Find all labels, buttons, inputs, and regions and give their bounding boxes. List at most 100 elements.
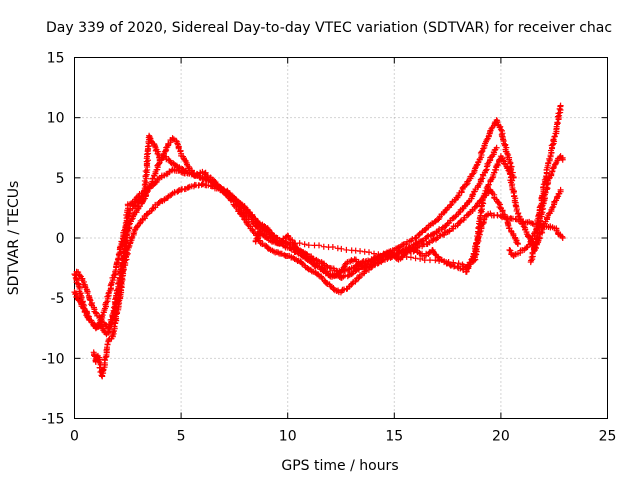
data-point — [270, 248, 277, 255]
data-point — [494, 212, 501, 219]
data-point — [119, 275, 126, 282]
data-point — [554, 119, 561, 126]
data-point — [484, 160, 491, 167]
data-point — [128, 235, 135, 242]
data-point — [395, 249, 402, 256]
data-point — [450, 259, 457, 266]
data-point — [308, 268, 315, 275]
data-point — [316, 242, 323, 249]
data-point — [471, 257, 478, 264]
data-point — [513, 239, 520, 246]
data-point — [544, 185, 551, 192]
data-point — [117, 243, 124, 250]
data-point — [421, 257, 428, 264]
data-point — [152, 170, 159, 177]
data-point — [287, 239, 294, 246]
data-point — [305, 242, 312, 249]
data-point — [544, 164, 551, 171]
data-point — [96, 313, 103, 320]
data-point — [174, 140, 181, 147]
data-point — [75, 269, 82, 276]
data-point — [436, 257, 443, 264]
data-point — [154, 150, 161, 157]
data-point — [409, 236, 416, 243]
data-point — [553, 193, 560, 200]
data-point — [81, 281, 88, 288]
data-point — [279, 237, 286, 244]
y-tick-label: -15 — [42, 412, 65, 428]
data-point — [442, 229, 449, 236]
data-point — [417, 255, 424, 262]
data-point — [463, 181, 470, 188]
data-point — [185, 184, 192, 191]
data-point — [173, 137, 180, 144]
data-point — [113, 260, 120, 267]
data-point — [146, 134, 153, 141]
data-point — [507, 171, 514, 178]
data-point — [487, 154, 494, 161]
data-point — [154, 176, 161, 183]
data-point — [211, 177, 218, 184]
data-point — [275, 249, 282, 256]
data-point — [111, 323, 118, 330]
data-series — [90, 132, 564, 380]
data-point — [487, 177, 494, 184]
data-point — [88, 301, 95, 308]
data-point — [398, 254, 405, 261]
data-point — [175, 188, 182, 195]
data-point — [329, 243, 336, 250]
data-point — [273, 235, 280, 242]
data-point — [98, 318, 105, 325]
data-point — [483, 137, 490, 144]
data-point — [478, 148, 485, 155]
data-point — [103, 299, 110, 306]
data-point — [146, 184, 153, 191]
data-point — [323, 262, 330, 269]
data-point — [224, 187, 231, 194]
data-point — [290, 254, 297, 261]
data-point — [249, 219, 256, 226]
data-point — [167, 192, 174, 199]
data-point — [143, 151, 150, 158]
data-point — [496, 124, 503, 131]
data-point — [134, 223, 141, 230]
data-point — [161, 196, 168, 203]
data-point — [442, 223, 449, 230]
data-point — [469, 258, 476, 265]
data-point — [375, 251, 382, 258]
data-point — [155, 161, 162, 168]
data-point — [482, 167, 489, 174]
data-point — [100, 309, 107, 316]
data-point — [550, 136, 557, 143]
data-point — [72, 291, 79, 298]
data-point — [424, 233, 431, 240]
data-point — [346, 271, 353, 278]
data-point — [264, 245, 271, 252]
data-point — [355, 275, 362, 282]
data-point — [323, 280, 330, 287]
data-point — [80, 305, 87, 312]
y-tick-label: 0 — [56, 231, 65, 247]
data-point — [156, 160, 163, 167]
data-point — [346, 265, 353, 272]
data-point — [551, 161, 558, 168]
data-point — [412, 255, 419, 262]
data-point — [128, 200, 135, 207]
data-point — [343, 246, 350, 253]
data-point — [228, 192, 235, 199]
y-tick-label: 15 — [47, 51, 65, 67]
data-point — [165, 156, 172, 163]
data-point — [522, 226, 529, 233]
x-tick-label: 25 — [599, 429, 617, 445]
y-tick-label: -5 — [51, 291, 65, 307]
data-point — [480, 218, 487, 225]
data-point — [480, 145, 487, 152]
x-tick-label: 5 — [177, 429, 186, 445]
data-point — [548, 170, 555, 177]
data-point — [457, 218, 464, 225]
data-point — [232, 197, 239, 204]
data-point — [362, 258, 369, 265]
data-point — [155, 175, 162, 182]
data-point — [299, 261, 306, 268]
data-point — [476, 231, 483, 238]
